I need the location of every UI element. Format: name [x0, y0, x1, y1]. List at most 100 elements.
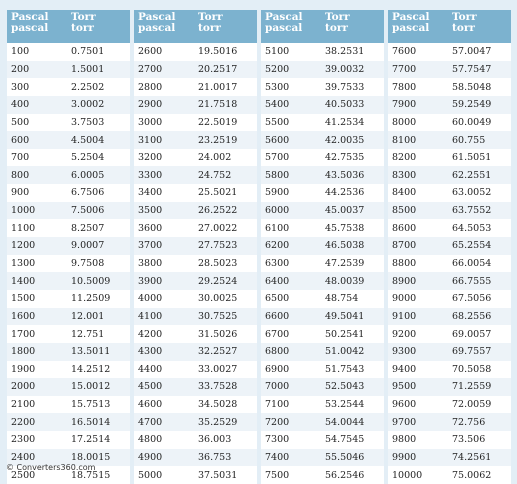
- torr-value: 52.5043: [321, 378, 384, 396]
- torr-value: 25.5021: [194, 184, 257, 202]
- pascal-value: 3700: [134, 237, 194, 255]
- table-row: 1600 12.001: [7, 307, 130, 326]
- torr-value: 2.2502: [67, 78, 130, 96]
- pascal-value: 500: [7, 113, 67, 132]
- table-row: 9600 72.0059: [388, 395, 511, 414]
- pascal-value: 2800: [134, 78, 194, 96]
- pascal-value: 6000: [261, 201, 321, 220]
- table-row: 9400 70.5058: [388, 360, 511, 379]
- torr-value: 17.2514: [67, 431, 130, 449]
- torr-value: 73.506: [448, 431, 511, 449]
- table-row: 3600 27.0022: [134, 219, 257, 238]
- pascal-value: 7400: [261, 448, 321, 467]
- torr-value: 34.5028: [194, 395, 257, 414]
- pascal-header-name: Pascal: [265, 11, 303, 23]
- pascal-value: 9400: [388, 360, 448, 379]
- torr-value: 44.2536: [321, 184, 384, 202]
- pascal-value: 6500: [261, 289, 321, 308]
- table-row: 700 5.2504: [7, 148, 130, 167]
- table-row: 8600 64.5053: [388, 219, 511, 238]
- pascal-value: 8100: [388, 131, 448, 149]
- torr-value: 62.2551: [448, 166, 511, 185]
- torr-value: 42.7535: [321, 148, 384, 167]
- torr-value: 46.5038: [321, 237, 384, 255]
- table-header-row: Pascal pascal Torr torr: [388, 10, 511, 43]
- table-row: 7300 54.7545: [261, 431, 384, 449]
- torr-value: 53.2544: [321, 395, 384, 414]
- pascal-value: 7700: [388, 60, 448, 79]
- torr-value: 27.0022: [194, 219, 257, 238]
- torr-value: 21.7518: [194, 95, 257, 114]
- torr-value: 61.5051: [448, 148, 511, 167]
- table-row: 4600 34.5028: [134, 395, 257, 414]
- torr-header-name: Torr: [71, 11, 96, 23]
- torr-value: 9.7508: [67, 254, 130, 273]
- torr-value: 31.5026: [194, 325, 257, 343]
- table-row: 4500 33.7528: [134, 378, 257, 396]
- table-header-row: Pascal pascal Torr torr: [134, 10, 257, 43]
- pascal-value: 7500: [261, 466, 321, 484]
- pascal-header-unit: pascal: [11, 22, 49, 34]
- table-row: 1700 12.751: [7, 325, 130, 343]
- table-row: 2600 19.5016: [134, 43, 257, 61]
- torr-value: 56.2546: [321, 466, 384, 484]
- table-row: 5000 37.5031: [134, 466, 257, 484]
- torr-value: 30.7525: [194, 307, 257, 326]
- torr-value: 63.0052: [448, 184, 511, 202]
- pascal-value: 3100: [134, 131, 194, 149]
- table-row: 1100 8.2507: [7, 219, 130, 238]
- torr-value: 57.0047: [448, 43, 511, 61]
- pascal-value: 4600: [134, 395, 194, 414]
- torr-value: 70.5058: [448, 360, 511, 379]
- pascal-header: Pascal pascal: [134, 10, 194, 43]
- pascal-value: 3400: [134, 184, 194, 202]
- table-row: 10000 75.0062: [388, 466, 511, 484]
- table-row: 6000 45.0037: [261, 201, 384, 220]
- torr-value: 37.5031: [194, 466, 257, 484]
- torr-value: 39.7533: [321, 78, 384, 96]
- footer-credit: © Converters360.com: [6, 463, 96, 472]
- table-row: 5400 40.5033: [261, 95, 384, 114]
- table-header-row: Pascal pascal Torr torr: [7, 10, 130, 43]
- torr-value: 1.5001: [67, 60, 130, 79]
- table-row: 1400 10.5009: [7, 272, 130, 290]
- table-row: 8500 63.7552: [388, 201, 511, 220]
- torr-value: 49.5041: [321, 307, 384, 326]
- torr-header-unit: torr: [198, 22, 221, 34]
- pascal-value: 8600: [388, 219, 448, 238]
- torr-header-unit: torr: [452, 22, 475, 34]
- pascal-value: 6100: [261, 219, 321, 238]
- torr-value: 55.5046: [321, 448, 384, 467]
- table-row: 2700 20.2517: [134, 60, 257, 79]
- pascal-value: 200: [7, 60, 67, 79]
- pascal-value: 1700: [7, 325, 67, 343]
- torr-value: 41.2534: [321, 113, 384, 132]
- table-row: 3300 24.752: [134, 166, 257, 185]
- torr-value: 45.0037: [321, 201, 384, 220]
- torr-value: 33.7528: [194, 378, 257, 396]
- pascal-value: 6700: [261, 325, 321, 343]
- pascal-value: 7100: [261, 395, 321, 414]
- table-row: 3400 25.5021: [134, 184, 257, 202]
- table-row: 6700 50.2541: [261, 325, 384, 343]
- pascal-value: 5700: [261, 148, 321, 167]
- pascal-value: 800: [7, 166, 67, 185]
- pascal-value: 3300: [134, 166, 194, 185]
- table-row: 7500 56.2546: [261, 466, 384, 484]
- table-row: 6600 49.5041: [261, 307, 384, 326]
- table-row: 9300 69.7557: [388, 342, 511, 361]
- table-row: 7800 58.5048: [388, 78, 511, 96]
- torr-value: 68.2556: [448, 307, 511, 326]
- table-row: 4000 30.0025: [134, 289, 257, 308]
- pascal-value: 3200: [134, 148, 194, 167]
- pascal-header-unit: pascal: [392, 22, 430, 34]
- pascal-value: 8300: [388, 166, 448, 185]
- table-row: 7100 53.2544: [261, 395, 384, 414]
- pascal-value: 9000: [388, 289, 448, 308]
- conversion-table: Pascal pascal Torr torr 7600 57.0047 7700 57.75…: [388, 10, 511, 484]
- table-row: 2800 21.0017: [134, 78, 257, 96]
- table-row: 200 1.5001: [7, 60, 130, 79]
- table-row: 2100 15.7513: [7, 395, 130, 414]
- pascal-value: 6800: [261, 342, 321, 361]
- table-row: 8200 61.5051: [388, 148, 511, 167]
